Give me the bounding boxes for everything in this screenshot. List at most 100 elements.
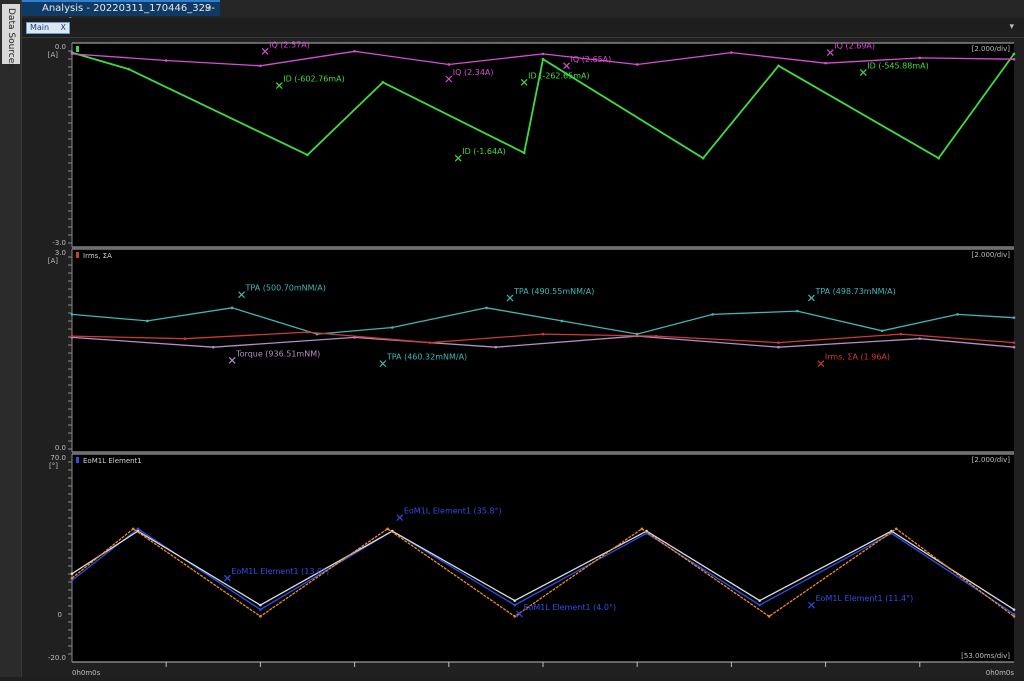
data-point	[541, 332, 545, 336]
data-point	[390, 326, 394, 329]
data-point	[259, 615, 262, 618]
y-mid-label: 0	[58, 611, 62, 619]
tab-main[interactable]: Main X	[26, 22, 70, 34]
data-point	[541, 57, 545, 61]
cursor-marker	[445, 75, 453, 83]
data-point	[918, 337, 922, 340]
data-point	[70, 579, 74, 582]
data-point	[894, 527, 898, 531]
title-bar	[0, 0, 1024, 18]
document-tab[interactable]: Analysis - 20220311_170446_329-00.mf4 ×	[22, 0, 220, 28]
data-point	[131, 527, 135, 531]
data-point	[164, 59, 168, 62]
data-point	[635, 332, 639, 336]
data-point	[918, 56, 922, 60]
data-point	[1012, 316, 1016, 319]
data-point	[654, 334, 658, 338]
scale-label: [2.000/div]	[972, 456, 1011, 464]
data-point	[758, 603, 761, 607]
data-point	[306, 153, 309, 157]
data-point	[711, 313, 714, 316]
data-point	[70, 572, 74, 576]
data-point	[353, 49, 356, 53]
data-point	[381, 81, 385, 84]
x-right-label: 0h0m0s	[986, 669, 1015, 677]
cursor-marker	[275, 82, 283, 90]
plot-panel-1	[72, 43, 1014, 247]
data-point	[796, 309, 799, 313]
y-top-label: 3.0	[55, 249, 66, 257]
cursor-marker	[454, 154, 462, 162]
data-point	[1012, 608, 1016, 611]
cursor-marker	[520, 78, 528, 86]
data-point	[70, 576, 74, 580]
data-point	[777, 341, 780, 344]
scale-label: [2.000/div]	[972, 251, 1011, 259]
annotation-label: ID (-262.65mA)	[528, 71, 589, 80]
y-bottom-label: -20.0	[48, 654, 66, 662]
annotation-label: EoM1L Element1 (11.4°)	[815, 594, 913, 603]
data-point	[146, 319, 149, 323]
legend-swatch	[76, 46, 79, 52]
cursor-marker	[808, 601, 815, 609]
data-point	[1012, 52, 1016, 56]
data-point	[1012, 345, 1016, 349]
cursor-marker	[224, 574, 231, 582]
data-point	[767, 615, 771, 618]
data-point	[541, 52, 545, 56]
series-line-1-1	[71, 51, 1015, 160]
data-point	[522, 151, 526, 155]
cursor-marker	[506, 294, 514, 302]
data-point	[70, 334, 74, 338]
x-left-label: 0h0m0s	[72, 669, 101, 677]
plot-panel-2	[72, 249, 1014, 452]
data-point	[1012, 341, 1016, 344]
data-point	[306, 330, 309, 334]
y-bottom-label: 0.0	[55, 444, 66, 452]
legend-label: EoM1L Element1	[83, 457, 142, 465]
tab-main-label: Main	[30, 23, 50, 32]
cursor-marker	[808, 294, 815, 302]
data-point	[635, 63, 639, 66]
annotation-label: TPA (490.55mNM/A)	[513, 287, 594, 296]
data-point	[513, 599, 517, 602]
legend-label: Irms, ΣA	[83, 252, 112, 260]
cursor-marker	[516, 610, 523, 618]
data-point	[428, 341, 432, 344]
annotation-label: IQ (2.57A)	[269, 40, 310, 49]
cursor-marker	[826, 49, 834, 57]
data-point	[386, 527, 389, 531]
series-line-2-2	[71, 335, 1015, 348]
annotation-label: EoM1L Element1 (4.0°)	[523, 603, 616, 612]
data-point	[758, 599, 761, 602]
y-bottom-label: -3.0	[52, 239, 66, 247]
data-point	[136, 527, 140, 531]
data-point	[777, 64, 780, 68]
close-icon[interactable]: ×	[203, 3, 212, 14]
cursor-marker	[817, 360, 825, 368]
y-unit-label: [A]	[48, 51, 59, 59]
annotation-label: EoM1L Element1 (35.8°)	[404, 507, 502, 516]
tab-close-icon[interactable]: X	[60, 23, 66, 32]
annotation-label: Irms, ΣA (1.96A)	[825, 353, 890, 362]
cursor-marker	[396, 514, 404, 522]
data-point	[1012, 615, 1016, 618]
chevron-down-icon[interactable]: ▾	[1009, 22, 1014, 32]
data-point	[136, 529, 140, 533]
time-per-div-label: [53.00ms/div]	[961, 652, 1010, 660]
annotation-label: IQ (2.65A)	[571, 55, 612, 64]
annotation-label: IQ (2.69A)	[834, 42, 875, 51]
data-sources-tab[interactable]: Data Sources	[2, 4, 20, 68]
annotation-label: IQ (2.34A)	[453, 68, 494, 77]
sidebar: Data Sources	[0, 0, 22, 677]
y-unit-label: [°]	[49, 462, 58, 470]
data-point	[259, 603, 262, 607]
chart-svg[interactable]: 0.0[A]-3.0[2.000/div]IQ (2.57A)ID (-602.…	[22, 38, 1024, 677]
data-point	[730, 51, 733, 54]
data-point	[1012, 57, 1016, 61]
chart-area: 0.0 [A] -3.0 [2.000/div] IQ (2.57A) ID (-602.…	[22, 38, 1024, 677]
data-point	[259, 608, 262, 611]
data-point	[494, 345, 498, 349]
data-point	[259, 64, 262, 68]
data-point	[956, 313, 959, 316]
